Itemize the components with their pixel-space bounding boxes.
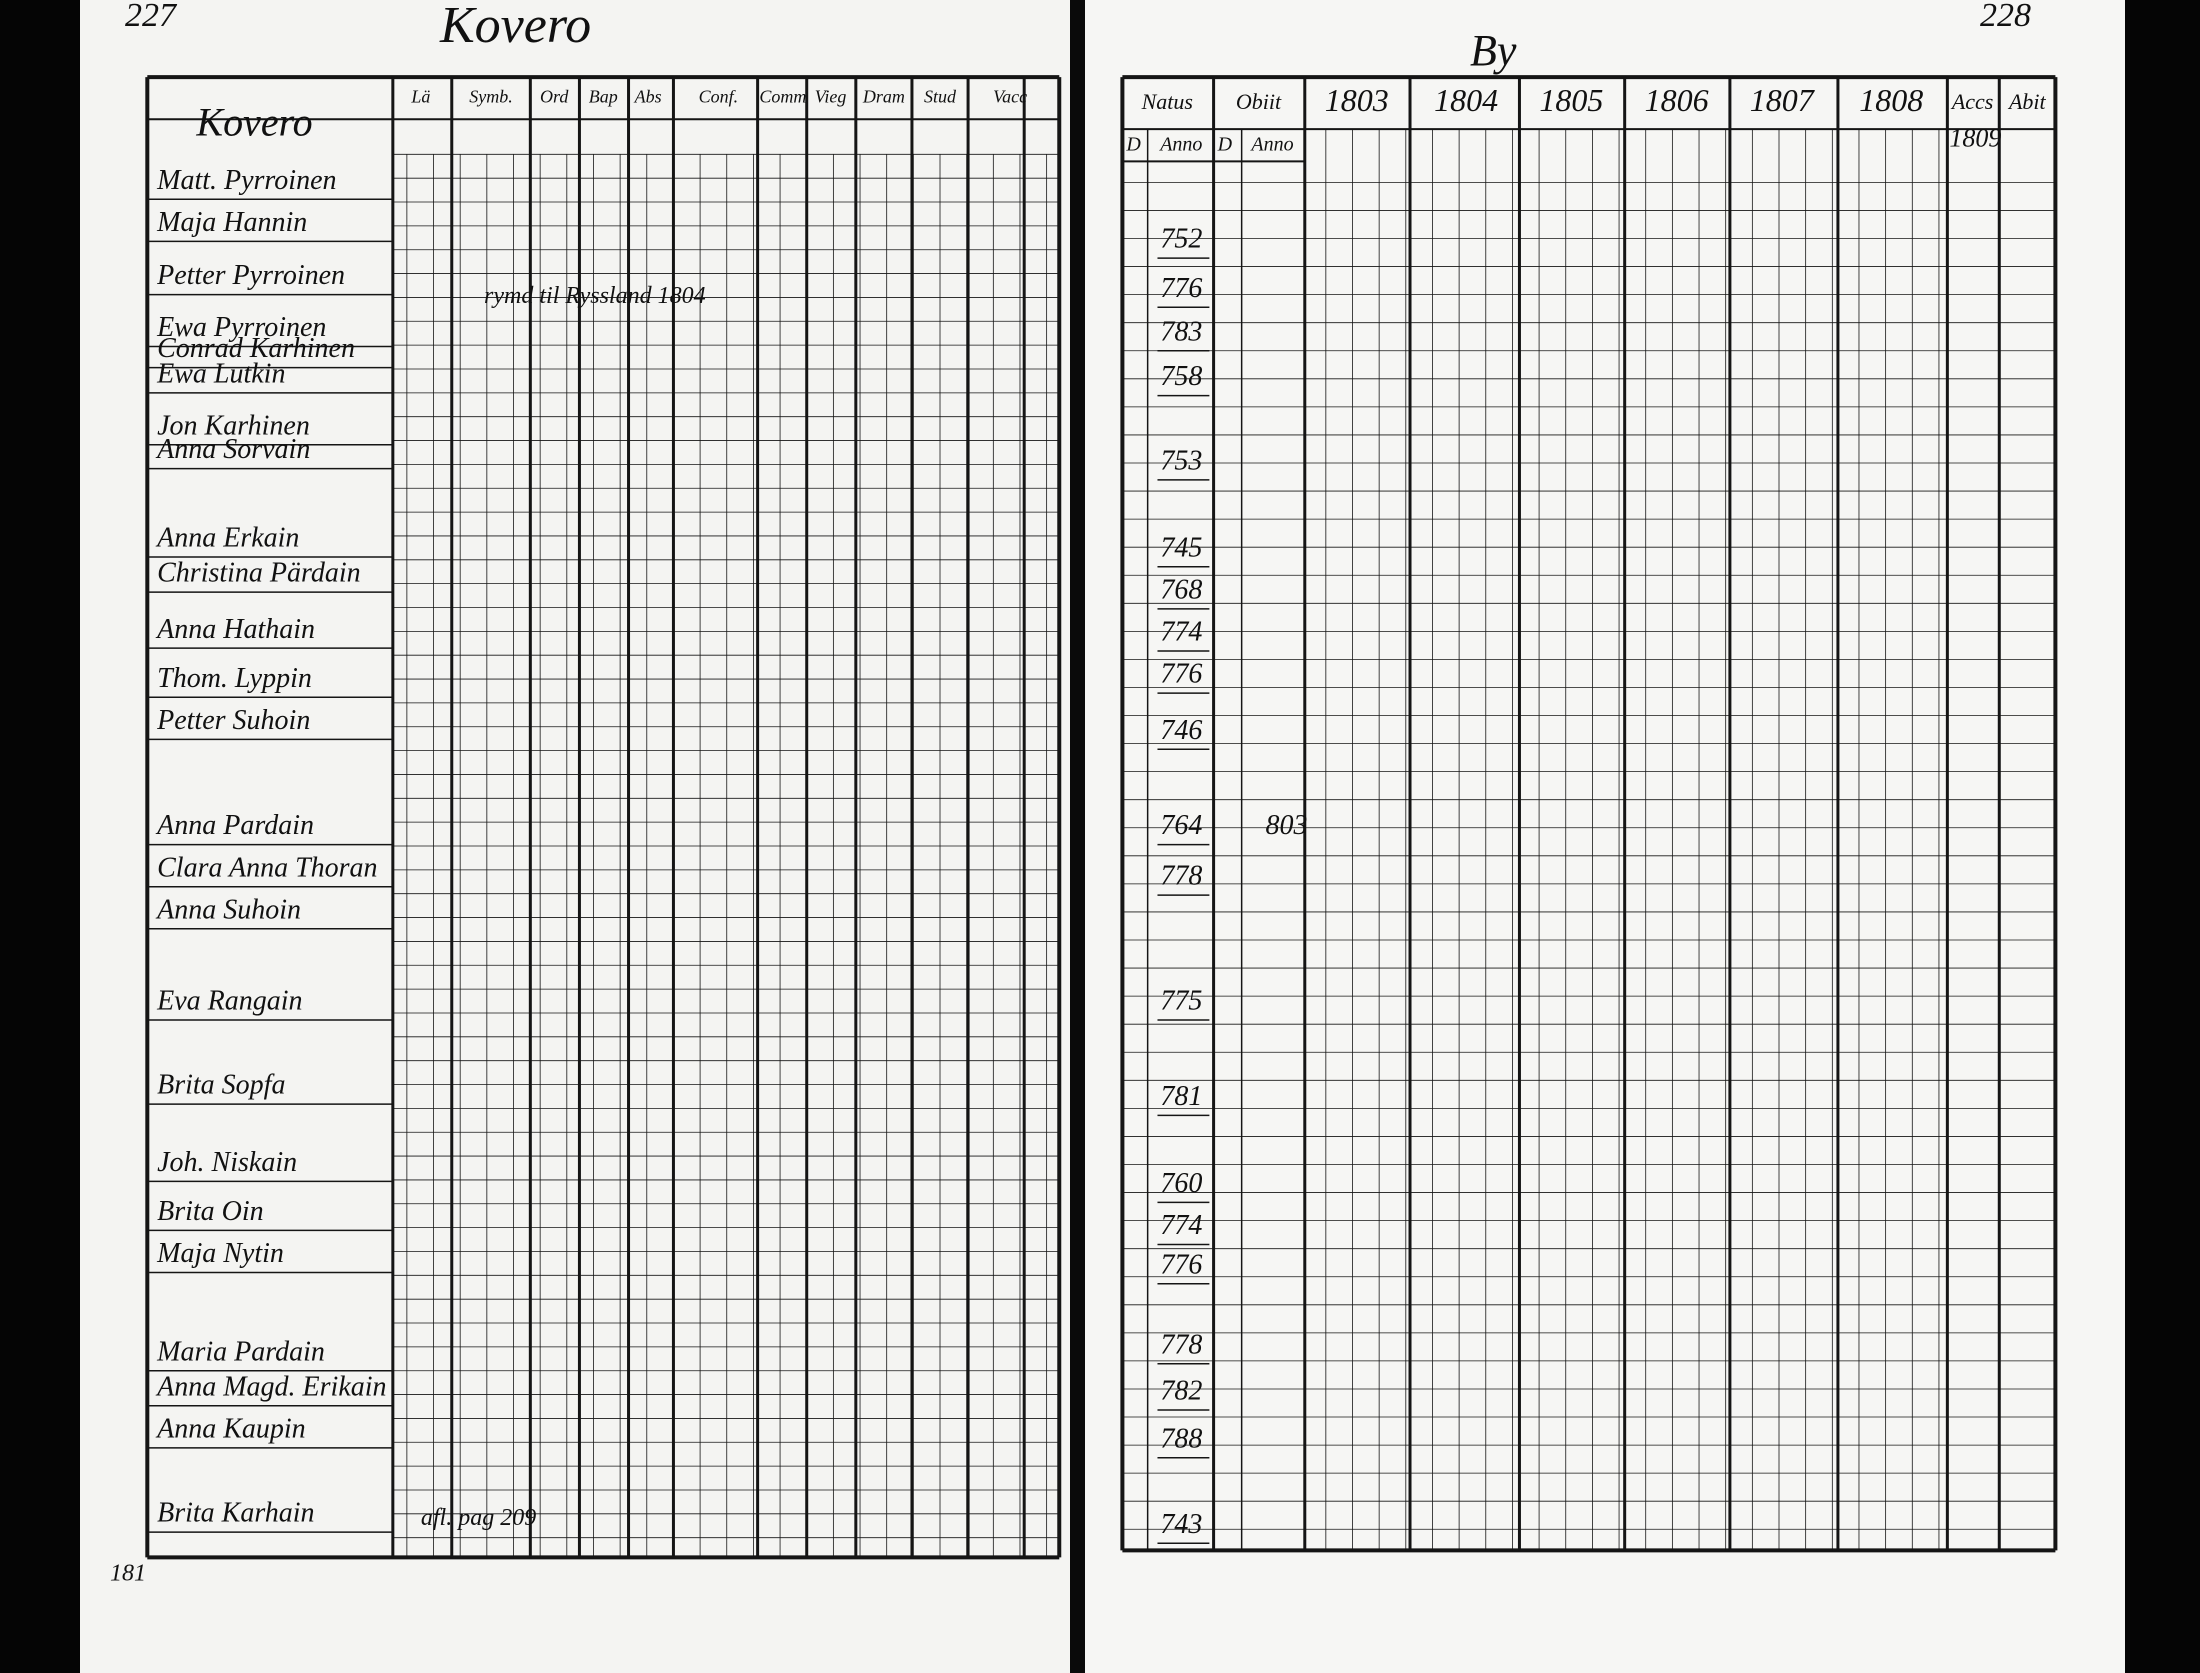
footer-number: 181 — [110, 1561, 146, 1587]
person-name: Kovero — [195, 99, 312, 144]
note: afl. pag 209 — [421, 1505, 536, 1531]
death-year: 803 — [1266, 810, 1308, 841]
column-header: 1805 — [1539, 82, 1603, 118]
person-name: Christina Pärdain — [157, 558, 361, 589]
person-name: Anna Pardain — [155, 810, 314, 841]
person-name: Brita Sopfa — [157, 1070, 285, 1101]
birth-year: 776 — [1160, 659, 1202, 690]
birth-year: 776 — [1160, 1249, 1202, 1280]
birth-year: 776 — [1160, 273, 1202, 304]
birth-year: 752 — [1160, 224, 1202, 255]
birth-year: 760 — [1160, 1168, 1202, 1199]
person-name: Anna Suhoin — [155, 894, 301, 925]
person-name: Conrad Karhinen — [157, 333, 355, 364]
column-header: Comm — [759, 86, 806, 106]
column-header: Obiit — [1236, 89, 1282, 114]
person-name: Anna Erkain — [155, 523, 299, 554]
column-header: 1803 — [1325, 82, 1389, 118]
accs-year: 1809 — [1949, 123, 2001, 152]
birth-year: 775 — [1160, 986, 1202, 1017]
sub-header: Anno — [1158, 134, 1202, 156]
column-header: Symb. — [469, 86, 513, 106]
birth-year: 783 — [1160, 316, 1202, 347]
person-name: Maria Pardain — [156, 1336, 325, 1367]
birth-year: 743 — [1160, 1509, 1202, 1540]
column-header: Conf. — [699, 86, 739, 106]
page-number: 227 — [125, 0, 178, 34]
person-name: Petter Suhoin — [156, 705, 310, 736]
person-name: Brita Karhain — [157, 1498, 314, 1529]
column-header: Bap — [589, 86, 618, 106]
birth-year: 781 — [1160, 1081, 1202, 1112]
column-header: Dram — [862, 86, 905, 106]
person-name: Petter Pyrroinen — [156, 260, 345, 291]
birth-year: 753 — [1160, 445, 1202, 476]
birth-year: 746 — [1160, 715, 1202, 746]
person-name: Brita Oin — [157, 1196, 264, 1227]
column-header: Abit — [2007, 89, 2047, 114]
person-name: Jon Karhinen — [157, 410, 310, 441]
page-title: Kovero — [439, 0, 591, 54]
person-name: Maja Hannin — [156, 207, 307, 238]
person-name: Anna Kaupin — [155, 1413, 306, 1444]
column-header: Accs — [1950, 89, 1994, 114]
column-header: Lä — [410, 86, 430, 106]
birth-year: 758 — [1160, 361, 1202, 392]
person-name: Anna Magd. Erikain — [155, 1371, 386, 1402]
column-header: Ord — [540, 86, 569, 106]
birth-year: 782 — [1160, 1376, 1202, 1407]
birth-year: 788 — [1160, 1423, 1202, 1454]
gutter — [1070, 0, 1085, 1673]
column-header: Vacc — [993, 86, 1027, 106]
birth-year: 745 — [1160, 532, 1202, 563]
birth-year: 774 — [1160, 617, 1202, 648]
column-header: 1806 — [1645, 82, 1709, 118]
person-name: Joh. Niskain — [157, 1147, 297, 1178]
column-header: Abs — [634, 86, 662, 106]
person-name: Thom. Lyppin — [157, 663, 312, 694]
birth-year: 774 — [1160, 1210, 1202, 1241]
column-header: 1808 — [1859, 82, 1923, 118]
person-name: Anna Sorvain — [155, 434, 310, 465]
column-header: Stud — [924, 86, 957, 106]
left-page — [80, 0, 1070, 1673]
person-name: Clara Anna Thoran — [157, 852, 377, 883]
right-edge — [2125, 0, 2200, 1673]
column-header: 1804 — [1434, 82, 1498, 118]
sub-header: D — [1125, 134, 1141, 156]
page-title: By — [1470, 26, 1517, 75]
left-edge — [0, 0, 80, 1673]
sub-header: Anno — [1249, 134, 1293, 156]
column-header: 1807 — [1750, 82, 1816, 118]
person-name: Ewa Pyrroinen — [156, 312, 326, 343]
note: rymd til Ryssland 1804 — [484, 283, 706, 309]
birth-year: 764 — [1160, 810, 1202, 841]
birth-year: 768 — [1160, 574, 1202, 605]
person-name: Matt. Pyrroinen — [156, 165, 336, 196]
person-name: Maja Nytin — [156, 1238, 284, 1269]
column-header: Vieg — [815, 86, 847, 106]
right-page — [1085, 0, 2125, 1673]
birth-year: 778 — [1160, 861, 1202, 892]
sub-header: D — [1217, 134, 1233, 156]
page-number: 228 — [1980, 0, 2031, 34]
column-header: Natus — [1141, 89, 1193, 114]
person-name: Anna Hathain — [155, 614, 315, 645]
person-name: Eva Rangain — [156, 986, 302, 1017]
birth-year: 778 — [1160, 1329, 1202, 1360]
person-name: Ewa Lutkin — [156, 358, 285, 389]
